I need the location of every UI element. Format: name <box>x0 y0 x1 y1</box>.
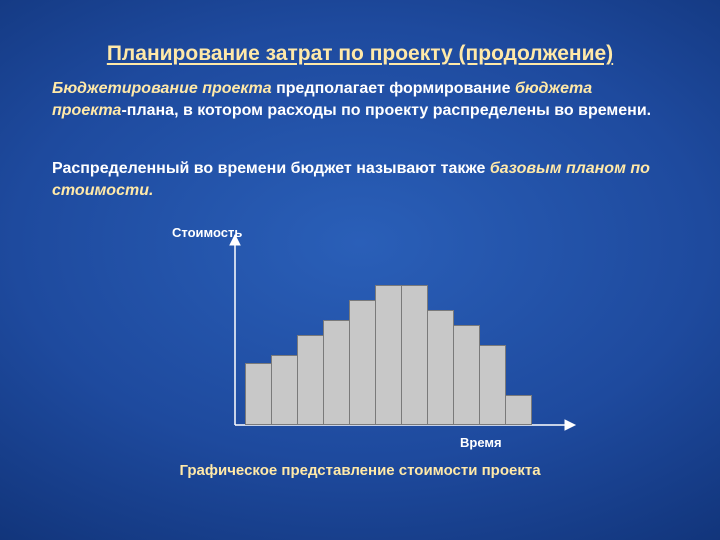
paragraph-1: Бюджетирование проекта предполагает форм… <box>52 78 668 121</box>
chart-bar <box>245 363 272 425</box>
chart-bar <box>375 285 402 425</box>
chart-bar <box>479 345 506 425</box>
chart-bar <box>401 285 428 425</box>
paragraph-2: Распределенный во времени бюджет называю… <box>52 158 668 201</box>
chart-bar <box>349 300 376 425</box>
chart-bar <box>323 320 350 425</box>
page-title: Планирование затрат по проекту (продолже… <box>0 42 720 66</box>
chart-bar <box>271 355 298 425</box>
cost-chart <box>235 255 555 425</box>
chart-caption: Графическое представление стоимости прое… <box>0 462 720 479</box>
chart-bar <box>297 335 324 425</box>
chart-bar <box>427 310 454 425</box>
chart-bar <box>505 395 532 425</box>
chart-bars <box>245 285 531 425</box>
chart-bar <box>453 325 480 425</box>
